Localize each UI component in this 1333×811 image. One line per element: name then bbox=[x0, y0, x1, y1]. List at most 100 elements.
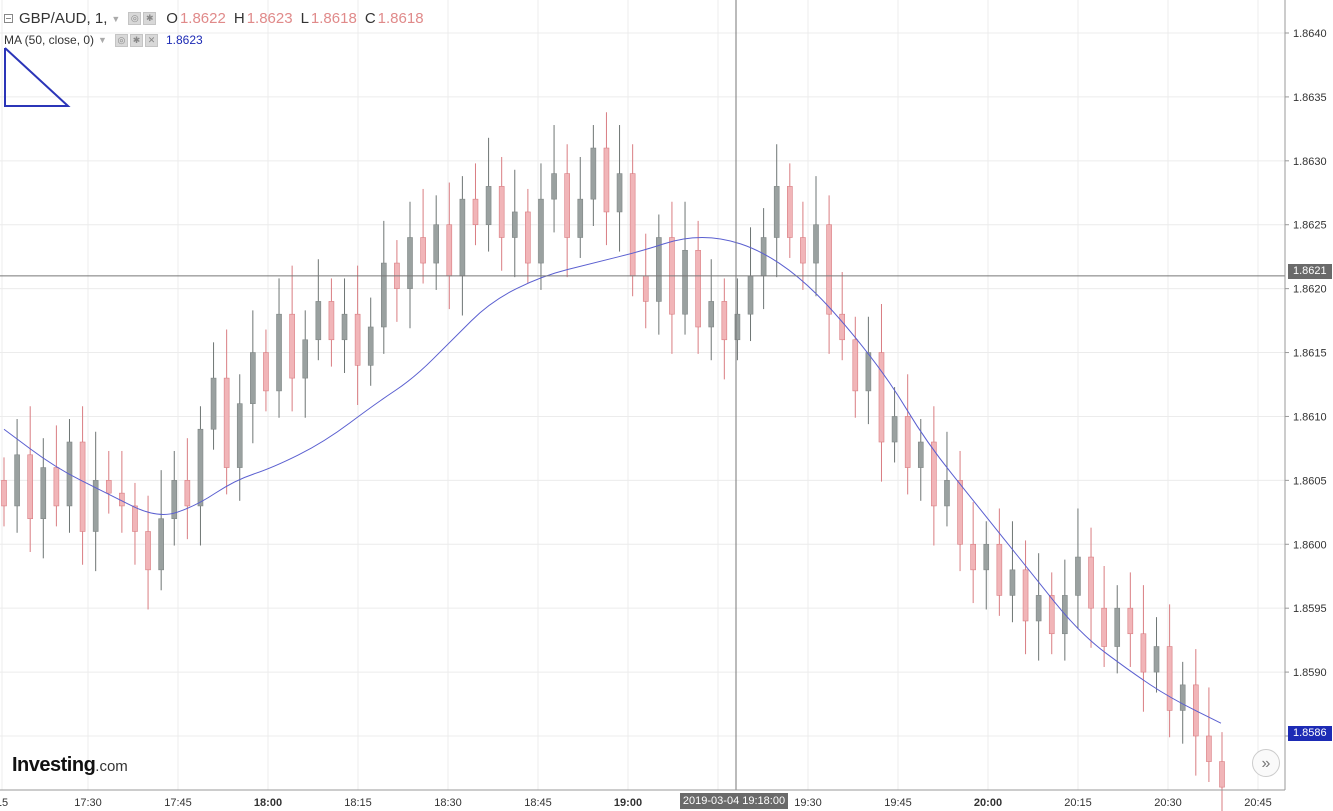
candle-down bbox=[1140, 585, 1147, 712]
candle-down bbox=[525, 188, 531, 284]
time-tick-label: 18:15 bbox=[344, 797, 372, 809]
price-tick-label: 1.8610 bbox=[1293, 411, 1327, 423]
open-key: O bbox=[166, 10, 178, 27]
open-value: 1.8622 bbox=[179, 10, 226, 27]
candle-up bbox=[250, 310, 256, 444]
time-tick-label: 19:00 bbox=[614, 797, 642, 809]
time-axis: 15 17:30 17:45 18:00 18:15 18:30 18:45 19:00 19:… bbox=[0, 797, 1272, 809]
candle-down bbox=[564, 144, 570, 278]
candle-up bbox=[236, 374, 243, 501]
main-legend: GBP/AUD, 1, ▼ ◎ ✱ O 1.8622 H 1.8623 L 1.… bbox=[4, 10, 424, 27]
candle-up bbox=[1179, 661, 1186, 744]
candle-up bbox=[511, 169, 518, 278]
logo-main: Investing bbox=[12, 754, 96, 776]
candle-up bbox=[171, 450, 178, 546]
candle-up bbox=[14, 419, 20, 533]
time-tick-label: 19:30 bbox=[794, 797, 822, 809]
candle-up bbox=[367, 297, 374, 386]
symbol-label[interactable]: GBP/AUD, 1, bbox=[19, 10, 108, 27]
price-tick-label: 1.8625 bbox=[1293, 220, 1327, 232]
candle-down bbox=[970, 502, 976, 604]
ma-label[interactable]: MA (50, close, 0) bbox=[4, 33, 95, 47]
candle-down bbox=[79, 406, 86, 565]
candle-up bbox=[158, 470, 164, 591]
candle-up bbox=[538, 163, 544, 290]
gear-icon[interactable]: ✱ bbox=[129, 33, 143, 47]
candle-down bbox=[695, 220, 701, 354]
candle-down bbox=[328, 278, 335, 367]
low-value: 1.8618 bbox=[310, 10, 357, 27]
candle-down bbox=[1127, 572, 1134, 667]
candle-up bbox=[485, 137, 492, 252]
price-tick-label: 1.8620 bbox=[1293, 284, 1327, 296]
scroll-to-realtime-button[interactable]: » bbox=[1252, 749, 1280, 777]
candle-up bbox=[760, 208, 767, 310]
candle-up bbox=[944, 431, 950, 527]
collapse-legend-icon[interactable] bbox=[4, 14, 13, 23]
candle-down bbox=[223, 329, 230, 495]
candle-down bbox=[119, 450, 125, 533]
time-tick-label: 15 bbox=[0, 797, 8, 809]
price-tick-label: 1.8630 bbox=[1293, 156, 1327, 168]
time-tick-label: 17:45 bbox=[164, 797, 192, 809]
price-tick-label: 1.8605 bbox=[1293, 475, 1327, 487]
time-tick-label: 20:30 bbox=[1154, 797, 1182, 809]
candle-up bbox=[551, 125, 557, 233]
candle-up bbox=[577, 156, 584, 258]
candle-down bbox=[1, 457, 7, 527]
candle-up bbox=[1075, 508, 1081, 629]
candle-up bbox=[983, 521, 990, 610]
chevron-down-icon[interactable]: ▼ bbox=[98, 35, 107, 45]
eye-icon[interactable]: ◎ bbox=[114, 33, 128, 47]
candle-up bbox=[341, 278, 348, 373]
price-tick-label: 1.8635 bbox=[1293, 92, 1327, 104]
candle-down bbox=[839, 272, 845, 361]
candle-down bbox=[800, 201, 806, 290]
candle-up bbox=[1062, 559, 1068, 661]
price-tick-label: 1.8600 bbox=[1293, 539, 1327, 551]
candle-up bbox=[1153, 617, 1160, 693]
triangle-drawing-icon[interactable] bbox=[4, 47, 71, 107]
grid bbox=[0, 0, 1285, 790]
chevron-down-icon[interactable]: ▼ bbox=[111, 13, 121, 24]
candle-up bbox=[865, 316, 872, 425]
double-chevron-right-icon: » bbox=[1261, 755, 1271, 772]
close-key: C bbox=[364, 10, 376, 27]
candle-up bbox=[407, 201, 413, 329]
candle-up bbox=[92, 431, 99, 572]
candle-down bbox=[132, 482, 138, 565]
candle-up bbox=[1035, 553, 1042, 661]
eye-icon[interactable]: ◎ bbox=[128, 12, 142, 25]
candle-down bbox=[354, 265, 361, 405]
candle-up bbox=[708, 259, 715, 361]
close-icon[interactable]: ✕ bbox=[144, 33, 158, 47]
candle-down bbox=[852, 316, 859, 418]
price-axis: 1.8640 1.8635 1.8630 1.8625 1.8620 1.8615 1.86… bbox=[0, 0, 1327, 791]
crosshair bbox=[0, 0, 1285, 790]
candle-up bbox=[773, 144, 780, 278]
candle-up bbox=[891, 387, 898, 463]
time-tick-label: 20:45 bbox=[1244, 797, 1272, 809]
crosshair-price-tag: 1.8621 bbox=[1288, 264, 1332, 279]
candle-down bbox=[289, 265, 295, 412]
candle-down bbox=[826, 195, 832, 354]
candle-up bbox=[40, 438, 47, 559]
candle-down bbox=[105, 450, 112, 514]
candle-up bbox=[616, 125, 623, 252]
investing-logo: Investing .com bbox=[12, 754, 128, 777]
candle-up bbox=[682, 201, 688, 335]
candle-up bbox=[197, 406, 204, 546]
candle-down bbox=[957, 450, 963, 572]
candle-down bbox=[904, 374, 911, 495]
candles bbox=[1, 112, 1225, 811]
price-tick-label: 1.8615 bbox=[1293, 348, 1327, 360]
logo-suffix: .com bbox=[95, 758, 128, 775]
candle-down bbox=[53, 425, 60, 527]
candle-down bbox=[1206, 687, 1212, 783]
candle-up bbox=[1009, 521, 1016, 623]
gear-icon[interactable]: ✱ bbox=[143, 12, 157, 25]
low-key: L bbox=[300, 10, 309, 27]
ma-legend: MA (50, close, 0) ▼ ◎ ✱ ✕ 1.8623 bbox=[4, 33, 203, 47]
candle-up bbox=[656, 214, 662, 335]
